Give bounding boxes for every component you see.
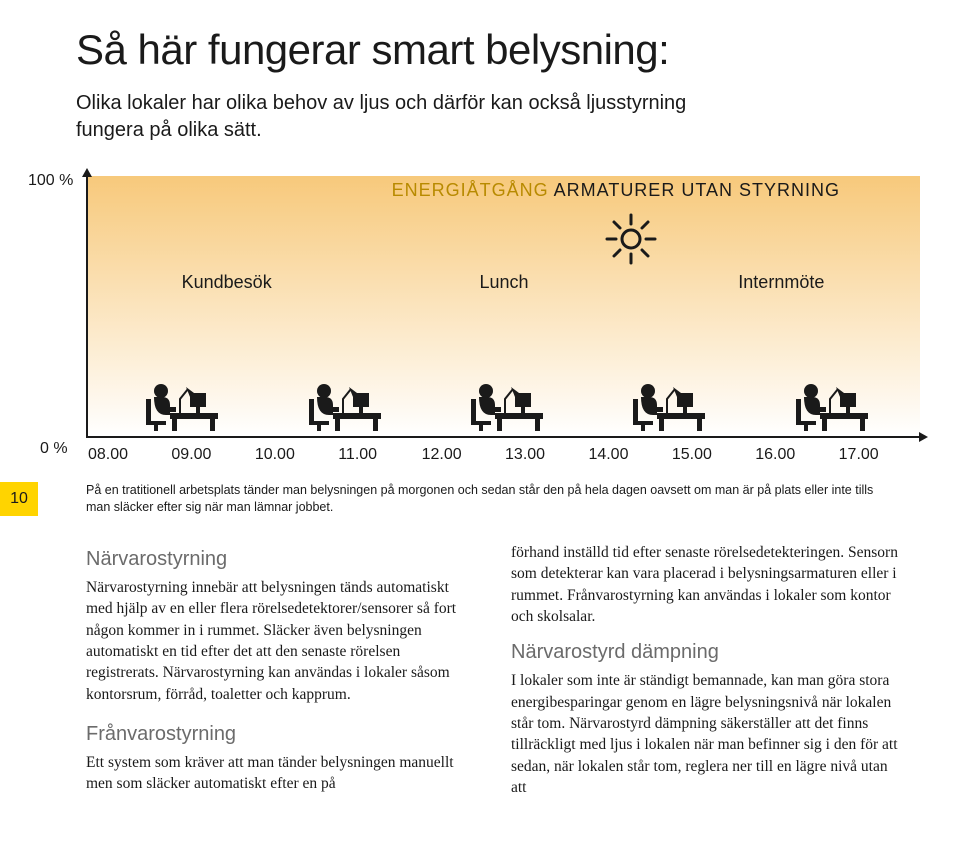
x-tick: 09.00 (169, 446, 252, 464)
x-tick: 15.00 (670, 446, 753, 464)
x-tick: 13.00 (503, 446, 586, 464)
y-axis-label-bottom: 0 % (40, 440, 68, 458)
column-left: Närvarostyrning Närvarostyrning innebär a… (86, 542, 475, 799)
chart-caption-accent: ENERGIÅTGÅNG (392, 180, 549, 200)
section-paragraph: I lokaler som inte är ständigt bemannade… (511, 670, 900, 798)
x-tick: 10.00 (253, 446, 336, 464)
chart-plot-area: ENERGIÅTGÅNG ARMATURER UTAN STYRNING Kun… (86, 176, 920, 438)
section-paragraph: Ett system som kräver att man tänder bel… (86, 752, 475, 795)
x-tick: 12.00 (420, 446, 503, 464)
x-tick: 14.00 (586, 446, 669, 464)
subtitle: Olika lokaler har olika behov av ljus oc… (76, 90, 716, 144)
page-title: Så här fungerar smart belysning: (76, 26, 900, 74)
section-heading: Frånvarostyrning (86, 723, 475, 746)
chart-event-label: Internmöte (643, 272, 920, 293)
chart-event-labels: KundbesökLunchInternmöte (88, 272, 920, 293)
person-at-desk-icon (303, 375, 381, 436)
y-axis-arrow-icon (82, 168, 92, 177)
sun-icon (604, 212, 658, 271)
page-number-tab: 10 (0, 482, 38, 516)
person-at-desk-icon (627, 375, 705, 436)
chart-event-label: Lunch (365, 272, 642, 293)
y-axis-label-top: 100 % (28, 172, 73, 190)
x-tick: 08.00 (86, 446, 169, 464)
person-at-desk-icon (140, 375, 218, 436)
x-tick: 17.00 (837, 446, 920, 464)
chart-footnote: På en tratitionell arbetsplats tänder ma… (0, 472, 960, 516)
energy-chart: 100 % ENERGIÅTGÅNG ARMATURER UTAN STYRNI… (0, 172, 960, 472)
x-tick: 11.00 (336, 446, 419, 464)
column-right: förhand inställd tid efter senaste rörel… (511, 542, 900, 799)
body-columns: Närvarostyrning Närvarostyrning innebär a… (0, 516, 960, 799)
person-at-desk-icon (465, 375, 543, 436)
chart-people-row (88, 376, 920, 436)
section-heading: Närvarostyrd dämpning (511, 641, 900, 664)
section-heading: Närvarostyrning (86, 548, 475, 571)
x-axis-ticks: 08.0009.0010.0011.0012.0013.0014.0015.00… (86, 446, 920, 464)
x-axis-arrow-icon (919, 432, 928, 442)
section-paragraph: förhand inställd tid efter senaste rörel… (511, 542, 900, 628)
chart-caption: ENERGIÅTGÅNG ARMATURER UTAN STYRNING (392, 180, 840, 201)
chart-caption-rest: ARMATURER UTAN STYRNING (549, 180, 840, 200)
chart-event-label: Kundbesök (88, 272, 365, 293)
section-paragraph: Närvarostyrning innebär att belysningen … (86, 577, 475, 705)
person-at-desk-icon (790, 375, 868, 436)
x-tick: 16.00 (753, 446, 836, 464)
